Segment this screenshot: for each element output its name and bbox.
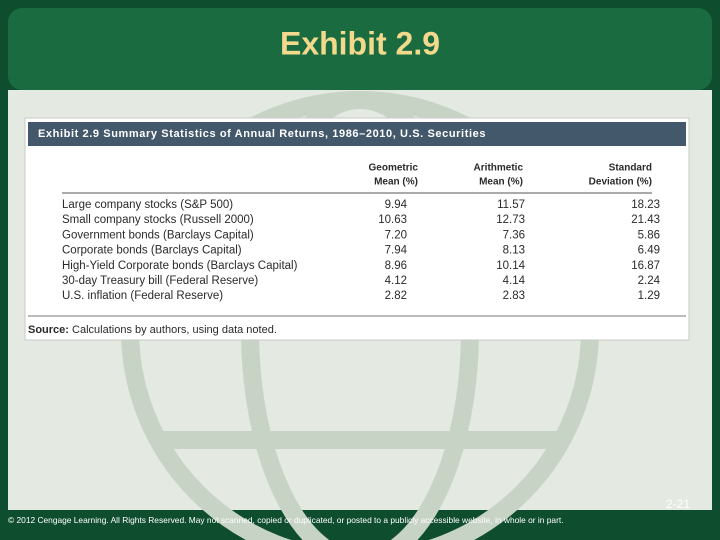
cell-value: 9.94: [385, 199, 408, 211]
page-number: 2-21: [666, 497, 690, 511]
source-text: Calculations by authors, using data note…: [72, 324, 277, 336]
title-bar: [8, 8, 712, 90]
cell-value: 5.86: [638, 229, 660, 241]
caption-bar: [28, 122, 686, 146]
cell-value: 21.43: [631, 214, 660, 226]
cell-value: 8.96: [385, 260, 407, 272]
cell-value: 2.83: [503, 290, 525, 302]
row-label: Corporate bonds (Barclays Capital): [62, 245, 242, 257]
cell-value: 7.36: [503, 229, 525, 241]
row-label: 30-day Treasury bill (Federal Reserve): [62, 275, 258, 287]
slide-title: Exhibit 2.9: [280, 25, 440, 61]
source-line: Source: Calculations by authors, using d…: [28, 324, 277, 336]
cell-value: 2.82: [385, 290, 407, 302]
row-label: Large company stocks (S&P 500): [62, 199, 233, 211]
cell-value: 18.23: [631, 199, 660, 211]
column-header: Mean (%): [479, 177, 523, 188]
cell-value: 8.13: [503, 245, 525, 257]
copyright: © 2012 Cengage Learning. All Rights Rese…: [8, 515, 564, 525]
table-caption: Exhibit 2.9 Summary Statistics of Annual…: [38, 128, 486, 140]
cell-value: 6.49: [638, 245, 660, 257]
column-header: Mean (%): [374, 177, 418, 188]
cell-value: 12.73: [496, 214, 525, 226]
cell-value: 2.24: [638, 275, 661, 287]
row-label: High-Yield Corporate bonds (Barclays Cap…: [62, 260, 298, 272]
cell-value: 1.29: [638, 290, 660, 302]
cell-value: 4.12: [385, 275, 407, 287]
cell-value: 11.57: [497, 199, 525, 211]
cell-value: 7.20: [385, 229, 407, 241]
source-label: Source:: [28, 324, 69, 336]
cell-value: 16.87: [631, 260, 660, 272]
column-header: Standard: [609, 163, 652, 174]
cell-value: 4.14: [503, 275, 526, 287]
row-label: Small company stocks (Russell 2000): [62, 214, 254, 226]
column-header: Geometric: [369, 163, 419, 174]
row-label: U.S. inflation (Federal Reserve): [62, 290, 223, 302]
column-header: Arithmetic: [474, 163, 524, 174]
cell-value: 10.14: [496, 260, 525, 272]
cell-value: 10.63: [378, 214, 407, 226]
cell-value: 7.94: [385, 245, 408, 257]
row-label: Government bonds (Barclays Capital): [62, 229, 254, 241]
column-header: Deviation (%): [589, 177, 652, 188]
table-panel: [24, 117, 690, 341]
